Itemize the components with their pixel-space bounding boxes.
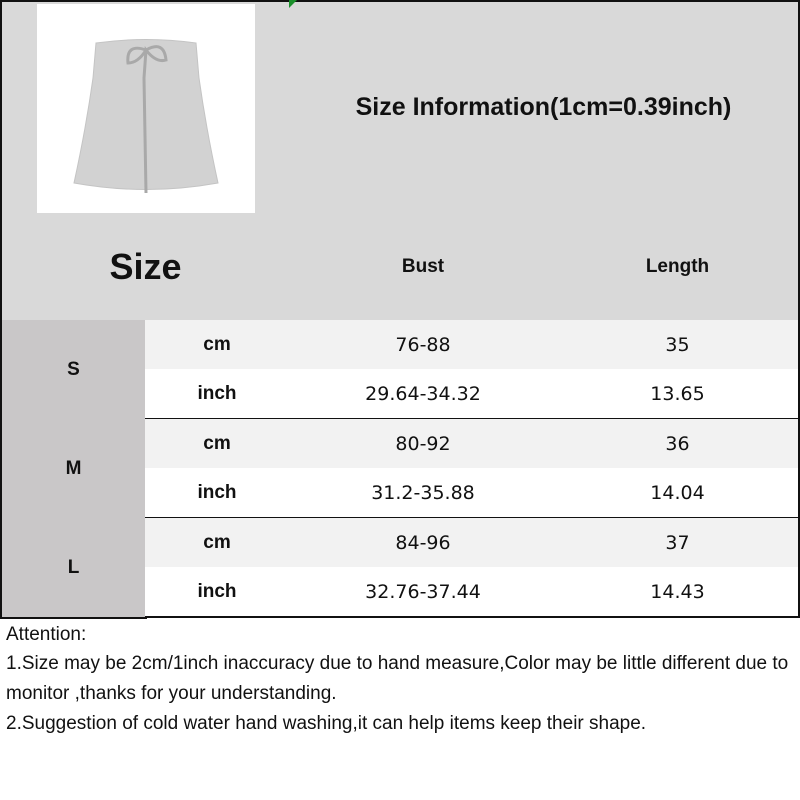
length-value-inch: 14.43 — [557, 567, 800, 618]
note-measurement: 1.Size may be 2cm/1inch inaccuracy due t… — [6, 653, 789, 704]
size-information-title: Size Information(1cm=0.39inch) — [289, 0, 800, 215]
length-value-cm: 35 — [557, 320, 800, 371]
bust-value-inch: 31.2-35.88 — [289, 468, 559, 519]
bust-value-inch: 32.76-37.44 — [289, 567, 559, 618]
unit-label-cm: cm — [145, 518, 291, 569]
attention-notes: Attention: 1.Size may be 2cm/1inch inacc… — [6, 620, 800, 739]
note-washing: 2.Suggestion of cold water hand washing,… — [6, 713, 647, 734]
bust-value-cm: 80-92 — [289, 419, 559, 470]
length-value-cm: 37 — [557, 518, 800, 569]
unit-label-inch: inch — [145, 468, 291, 519]
size-label-m: M — [0, 419, 147, 520]
tube-top-product-image — [72, 38, 219, 193]
bust-value-inch: 29.64-34.32 — [289, 369, 559, 420]
bust-value-cm: 84-96 — [289, 518, 559, 569]
size-header: Size — [0, 213, 291, 322]
attention-heading: Attention: — [6, 624, 87, 645]
length-value-inch: 14.04 — [557, 468, 800, 519]
unit-label-inch: inch — [145, 369, 291, 420]
bust-value-cm: 76-88 — [289, 320, 559, 371]
size-label-s: S — [0, 320, 147, 421]
unit-label-cm: cm — [145, 419, 291, 470]
bust-header: Bust — [289, 213, 559, 322]
unit-label-inch: inch — [145, 567, 291, 618]
product-image-cell — [0, 0, 291, 215]
unit-label-cm: cm — [145, 320, 291, 371]
length-value-inch: 13.65 — [557, 369, 800, 420]
size-label-l: L — [0, 518, 147, 619]
length-value-cm: 36 — [557, 419, 800, 470]
length-header: Length — [557, 213, 800, 322]
